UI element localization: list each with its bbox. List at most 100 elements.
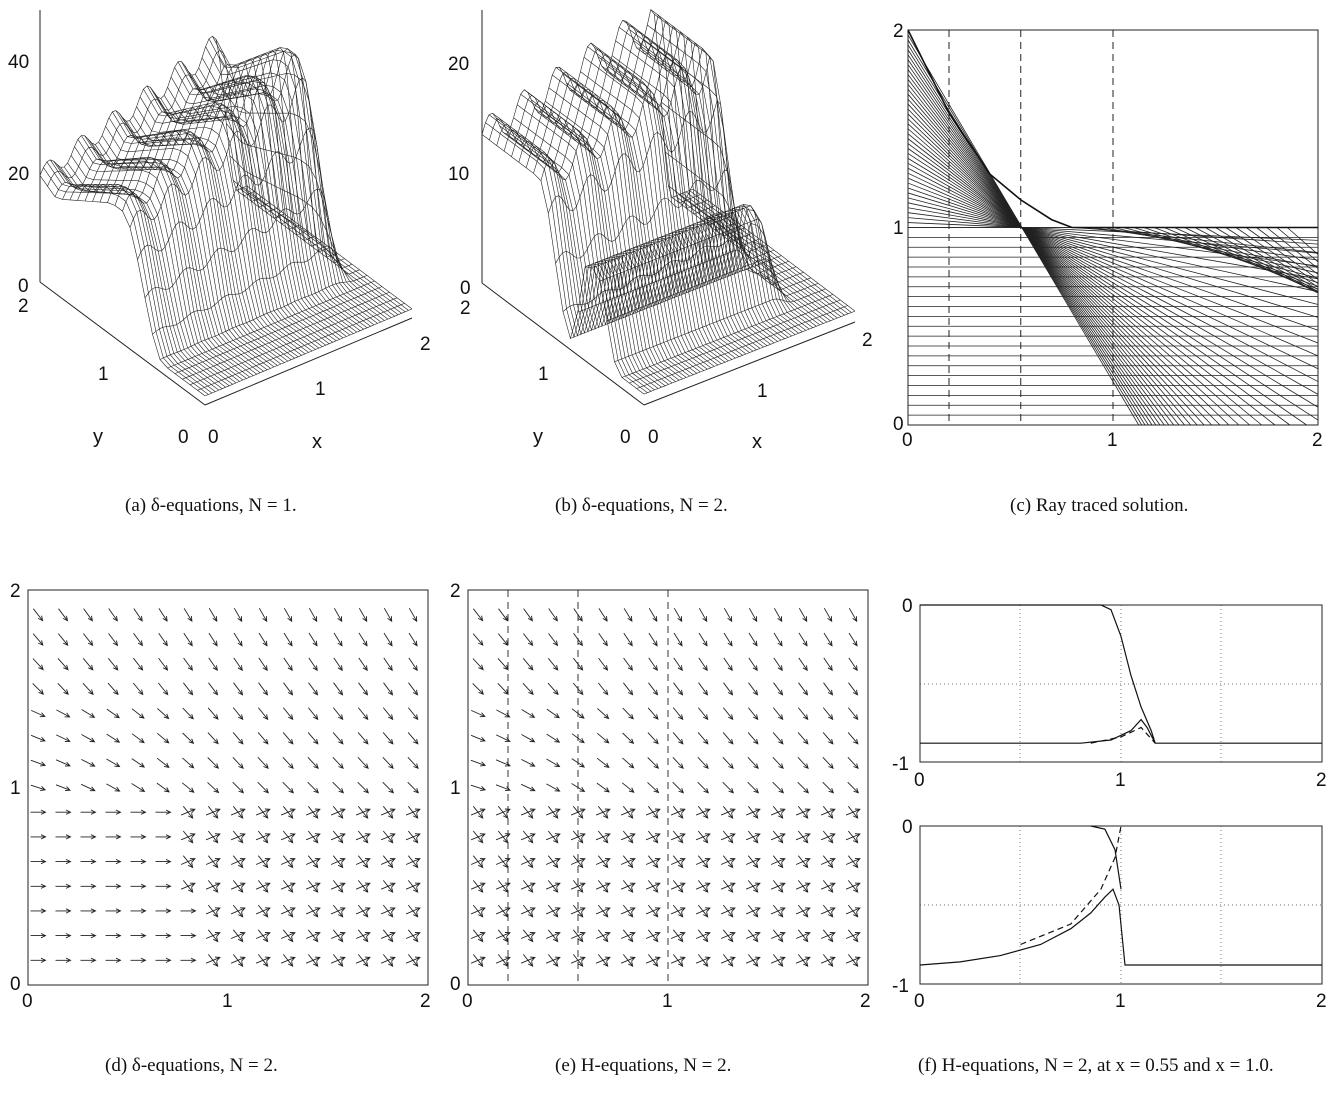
- panel-d-arrow: [407, 756, 419, 770]
- panel-e-arrow: [722, 756, 734, 770]
- panel-d-arrow: [83, 608, 94, 622]
- panel-d-arrow: [255, 833, 271, 841]
- panel-d-arrow: [80, 834, 97, 840]
- panel-d-arrow: [180, 882, 196, 890]
- panel-d-arrow: [280, 833, 296, 841]
- panel-a-mesh-col: [67, 162, 233, 385]
- panel-e-arrow: [620, 808, 636, 816]
- panel-e-arrow: [470, 759, 487, 767]
- panel-a-mesh-col: [39, 175, 206, 397]
- panel-e-arrow: [770, 882, 786, 890]
- panel-d-arrow: [207, 707, 219, 720]
- panel-d-arrow: [131, 733, 145, 744]
- panel-e-arrow: [720, 882, 736, 890]
- panel-b-mesh-col: [678, 194, 842, 317]
- panel-e-arrow: [645, 932, 661, 939]
- panel-c-x-tick-1: 1: [1107, 430, 1118, 451]
- panel-a-mesh-col: [57, 164, 223, 389]
- panel-b-mesh-col: [594, 47, 757, 351]
- panel-d-arrow: [330, 882, 346, 890]
- panel-b-mesh: [481, 8, 856, 395]
- caption-a: (a) δ-equations, N = 1.: [125, 495, 297, 516]
- panel-e-arrow: [473, 608, 484, 622]
- panel-b-mesh-col: [552, 74, 715, 367]
- panel-e-arrow: [595, 857, 611, 865]
- panel-e-arrow: [472, 683, 485, 695]
- panel-e-arrow: [773, 632, 783, 647]
- panel-e-arrow: [847, 756, 859, 770]
- panel-e-arrow: [648, 657, 658, 672]
- panel-d-arrow: [30, 784, 47, 791]
- panel-b-mesh-col: [597, 56, 761, 349]
- panel-d-arrow: [408, 657, 418, 672]
- panel-d-arrow: [330, 932, 346, 939]
- panel-b-mesh-col: [488, 114, 652, 392]
- panel-d-arrow: [307, 781, 320, 794]
- panel-e-arrow: [797, 781, 810, 794]
- panel-d-arrow: [333, 682, 344, 696]
- panel-e-arrow: [521, 709, 536, 718]
- panel-e-arrow: [645, 833, 661, 841]
- panel-d-arrow: [383, 682, 394, 696]
- panel-d-arrow: [106, 758, 121, 768]
- panel-d-arrow: [205, 833, 221, 841]
- panel-e-arrow: [745, 833, 761, 841]
- panel-d-arrow: [105, 834, 122, 840]
- panel-d-arrow: [282, 732, 294, 745]
- panel-c-ray: [907, 222, 1319, 241]
- panel-d-y-tick-0: 0: [10, 974, 21, 995]
- panel-d-arrow: [405, 857, 421, 865]
- panel-e-arrow: [522, 682, 534, 696]
- panel-b-y-tick-0: 0: [620, 427, 631, 448]
- panel-d-arrow: [230, 857, 246, 865]
- panel-d-arrow: [280, 932, 296, 939]
- panel-e-arrow: [495, 759, 511, 767]
- panel-d-arrow: [407, 707, 419, 721]
- panel-f-top-y-tick-neg1: -1: [892, 754, 909, 775]
- panel-a-mesh-col: [119, 113, 285, 363]
- panel-a-mesh-col: [181, 61, 347, 337]
- panel-b-mesh-col: [492, 112, 655, 391]
- panel-e-arrow: [845, 932, 861, 939]
- panel-e-arrow: [672, 707, 684, 721]
- panel-b-mesh-col: [668, 185, 831, 322]
- panel-d-arrow: [383, 632, 393, 647]
- panel-d-arrow: [205, 932, 221, 939]
- panel-d-arrow: [183, 632, 193, 647]
- panel-e-arrow: [697, 732, 709, 745]
- panel-d-arrow: [355, 882, 371, 890]
- panel-d-arrow: [230, 808, 246, 816]
- panel-b-mesh-col: [650, 9, 813, 328]
- panel-c-ray: [907, 162, 1319, 395]
- panel-e-arrow: [772, 707, 784, 721]
- panel-e-arrow: [772, 756, 784, 770]
- panel-e-arrow: [748, 682, 759, 696]
- panel-d-arrow: [107, 658, 119, 671]
- panel-e-arrow: [673, 682, 684, 696]
- panel-e-arrow: [495, 882, 511, 890]
- panel-d-arrow: [232, 707, 244, 721]
- panel-f-top-grid: [920, 605, 1322, 762]
- panel-e-arrow: [722, 707, 734, 721]
- panel-d-arrow: [380, 857, 396, 865]
- panel-d-arrow: [280, 808, 296, 816]
- panel-a-mesh-col: [105, 126, 271, 369]
- panel-e-arrow: [695, 907, 711, 915]
- panel-d-arrow: [30, 809, 47, 815]
- panel-e-arrow: [548, 608, 558, 622]
- panel-e-arrow: [770, 833, 786, 841]
- panel-d-arrow: [133, 657, 144, 671]
- panel-c-fan-ray: [1266, 227, 1319, 269]
- panel-d-arrow: [355, 956, 371, 964]
- panel-d-arrow: [156, 757, 170, 769]
- panel-e-arrow: [820, 907, 836, 915]
- panel-e-arrow: [823, 682, 834, 696]
- panel-d-arrow: [157, 732, 170, 744]
- panel-d-arrow: [208, 632, 218, 647]
- panel-d-arrow: [108, 633, 119, 647]
- panel-d-arrow: [31, 709, 46, 718]
- panel-d-arrow: [258, 682, 269, 696]
- panel-b-z-tick-20: 20: [448, 54, 469, 75]
- panel-d-arrow: [232, 732, 244, 745]
- panel-d-x-tick-1: 1: [222, 991, 233, 1012]
